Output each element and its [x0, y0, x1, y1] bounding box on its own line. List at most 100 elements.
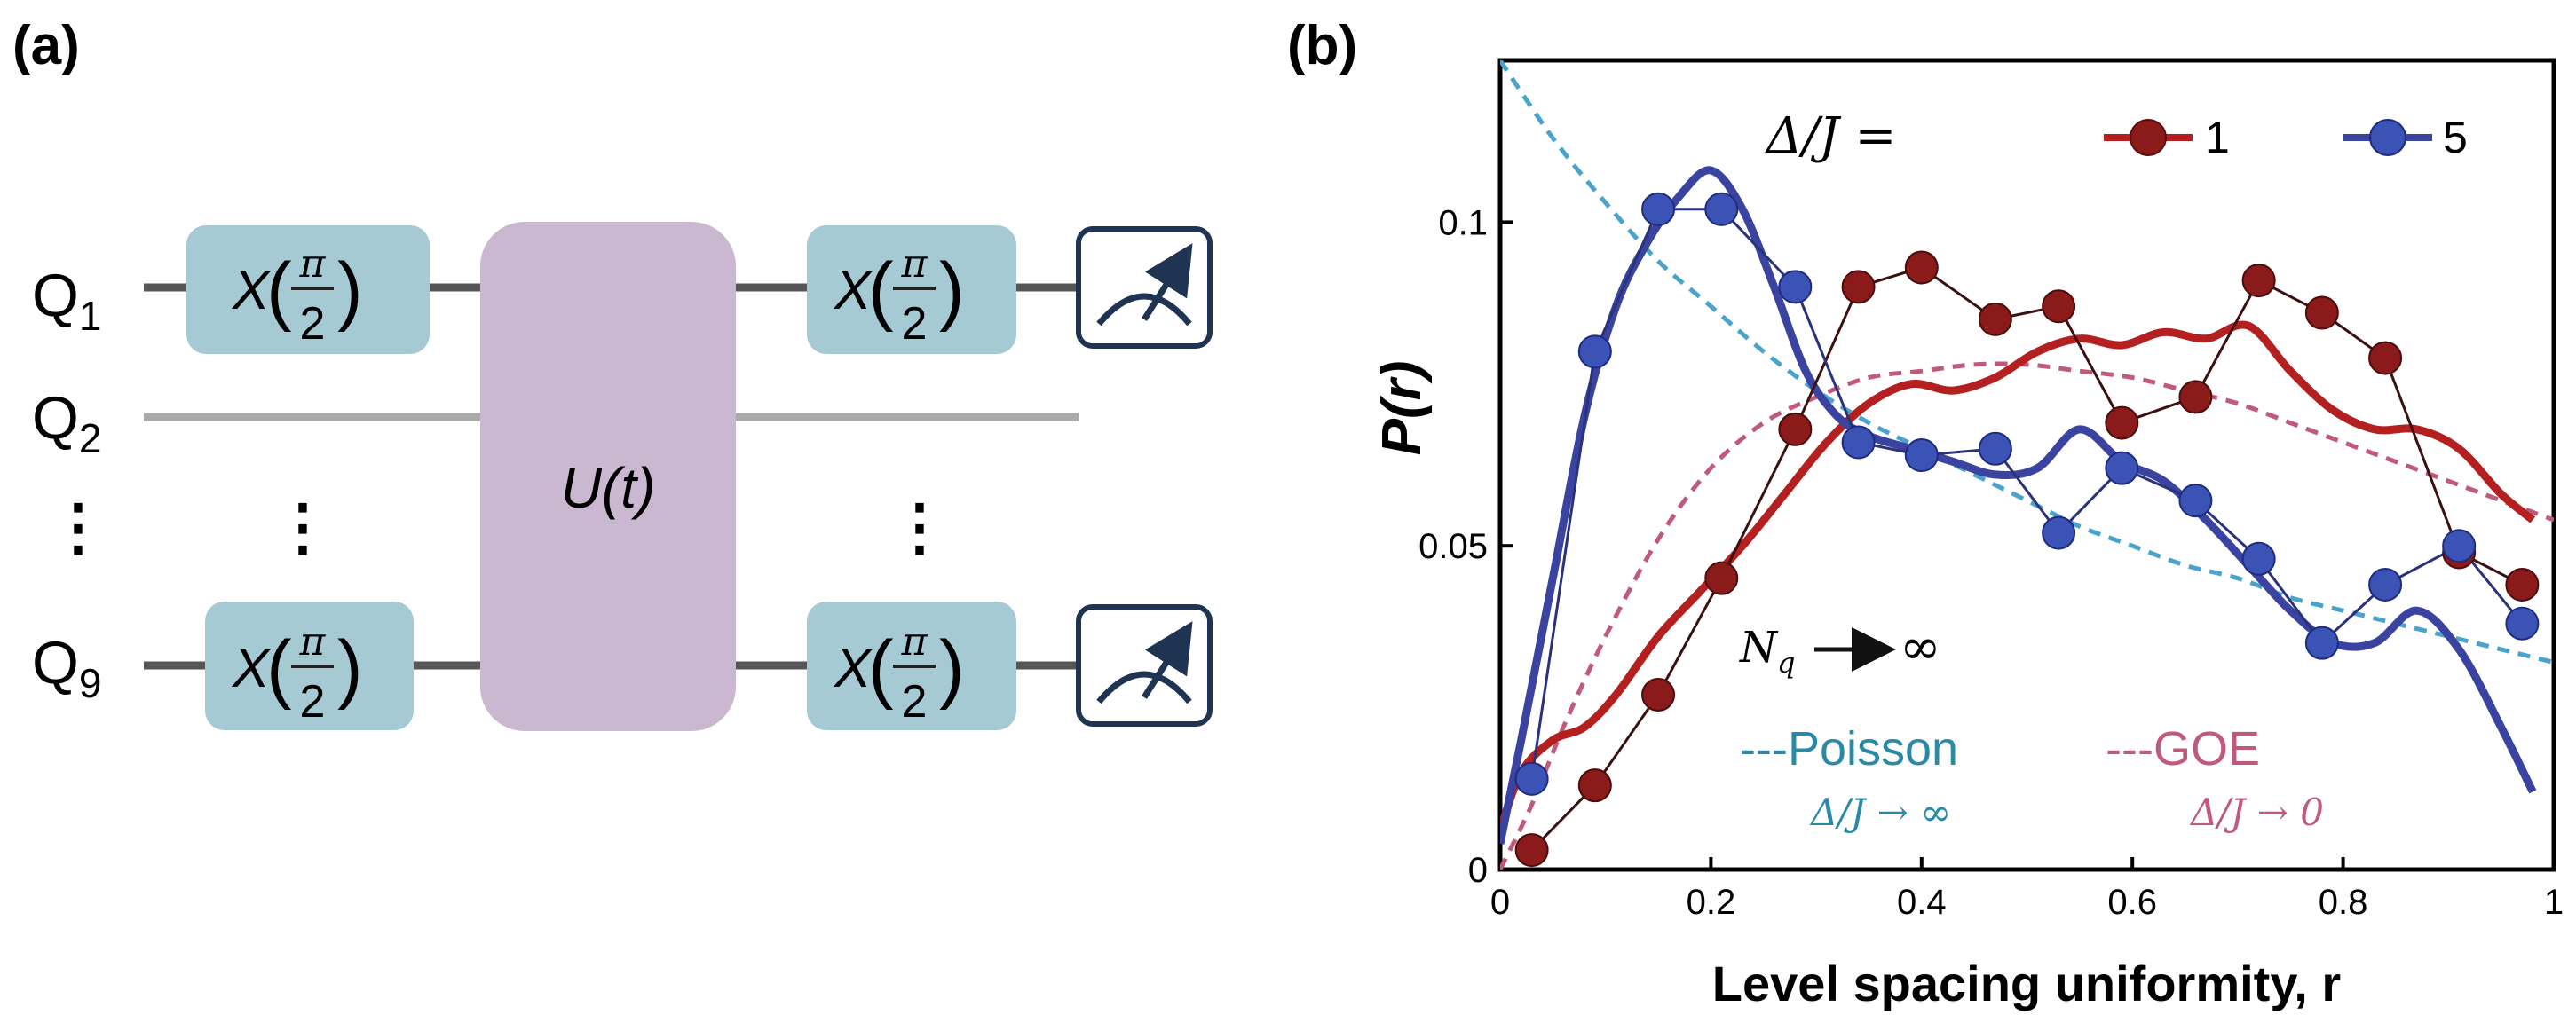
svg-text:): ) — [337, 248, 363, 333]
x-tick-label: 0.6 — [2107, 883, 2157, 922]
dots-left-gates: ⋮ — [272, 490, 334, 563]
marker-red — [2105, 405, 2139, 440]
panel-a-label: (a) — [12, 15, 80, 76]
marker-blue — [2368, 567, 2403, 602]
marker-red — [1841, 270, 1876, 304]
svg-text:π: π — [901, 241, 928, 287]
marker-red — [2505, 567, 2540, 602]
legend-marker-5 — [2369, 119, 2406, 156]
marker-red — [2304, 295, 2339, 330]
marker-red — [1904, 250, 1939, 285]
marker-red — [1577, 768, 1612, 803]
svg-text:Q9: Q9 — [32, 629, 102, 706]
marker-blue — [1641, 192, 1676, 226]
unitary-label: U(t) — [561, 456, 656, 520]
gate-x-q9-right: X ( π 2 ) — [807, 602, 1016, 730]
svg-text:X: X — [231, 260, 272, 321]
marker-blue — [2304, 626, 2339, 660]
legend: Δ/J = 1 5 — [1765, 107, 2468, 165]
legend-marker-1 — [2130, 119, 2167, 156]
svg-text:π: π — [901, 619, 928, 665]
svg-text:X: X — [833, 260, 873, 321]
x-tick-label: 0.4 — [1897, 883, 1947, 922]
gate-x-q1-left: X ( π 2 ) — [186, 225, 430, 354]
x-tick-label: 0.2 — [1687, 883, 1736, 922]
marker-red — [2042, 289, 2076, 324]
marker-red — [1778, 412, 1813, 446]
svg-text:Q1: Q1 — [32, 262, 102, 339]
annotation-nq-infinity: ∞ — [1900, 618, 1941, 676]
x-tick-label: 1 — [2544, 883, 2564, 922]
svg-text:X: X — [833, 638, 873, 699]
marker-blue — [2241, 541, 2276, 576]
dots-right-gates: ⋮ — [889, 490, 951, 563]
panel-b-label: (b) — [1287, 15, 1357, 76]
svg-text:2: 2 — [300, 298, 326, 350]
marker-red — [2178, 380, 2213, 414]
marker-blue — [1978, 431, 2012, 466]
dots-qubits: ⋮ — [47, 490, 109, 563]
marker-blue — [2442, 529, 2477, 563]
svg-text:): ) — [337, 626, 363, 711]
gate-x-q1-right: X ( π 2 ) — [807, 225, 1016, 354]
svg-text:): ) — [939, 248, 965, 333]
marker-red — [1704, 561, 1739, 595]
marker-blue — [1841, 425, 1876, 460]
series-blue-connector — [1530, 208, 2524, 780]
marker-blue — [2178, 484, 2213, 518]
x-tick-label: 0 — [1490, 883, 1510, 922]
marker-red — [1514, 833, 1549, 868]
y-tick-label: 0.05 — [1418, 527, 1488, 566]
marker-red — [2241, 264, 2276, 298]
marker-blue — [2042, 515, 2076, 550]
qubit-label-q1: Q1 — [32, 262, 102, 339]
svg-text:π: π — [299, 241, 327, 287]
annotation-nq: Nq — [1739, 623, 1896, 680]
svg-text:(: ( — [868, 626, 894, 711]
x-tick-label: 0.8 — [2319, 883, 2368, 922]
panel-b: (b) 0 0.2 0.4 0.6 0.8 1 0 0.05 0.1 P(r) Level s… — [1287, 15, 2564, 1011]
meter-icon — [1076, 226, 1213, 349]
x-ticks: 0 0.2 0.4 0.6 0.8 1 — [1490, 857, 2564, 922]
svg-text:(: ( — [266, 248, 292, 333]
unitary-block: U(t) — [480, 222, 736, 731]
series-layer — [1500, 60, 2554, 870]
svg-text:2: 2 — [300, 676, 326, 728]
marker-blue — [1704, 192, 1739, 226]
y-axis-label: P(r) — [1371, 361, 1433, 456]
legend-label-5: 5 — [2443, 113, 2468, 162]
series-poisson — [1500, 60, 2554, 665]
marker-red — [1641, 678, 1676, 712]
y-ticks: 0 0.05 0.1 — [1418, 203, 1513, 890]
qubit-label-q2: Q2 — [32, 384, 102, 461]
series-red-line — [1500, 320, 2536, 832]
meter-icon — [1076, 604, 1213, 727]
y-tick-label: 0.1 — [1438, 203, 1488, 242]
poisson-label: ---Poisson — [1740, 722, 1958, 775]
x-axis-label: Level spacing uniformity, r — [1712, 956, 2341, 1011]
y-tick-label: 0 — [1468, 851, 1488, 890]
svg-text:2: 2 — [902, 298, 928, 350]
marker-blue — [2105, 451, 2139, 485]
goe-label: ---GOE — [2106, 722, 2260, 775]
svg-text:(: ( — [868, 248, 894, 333]
marker-blue — [1577, 334, 1612, 369]
series-goe — [1500, 361, 2554, 870]
svg-text:Q2: Q2 — [32, 384, 102, 461]
series-blue-line — [1500, 166, 2537, 845]
svg-text:Nq: Nq — [1739, 623, 1795, 680]
legend-title: Δ/J = — [1765, 107, 1896, 165]
svg-text:2: 2 — [902, 676, 928, 728]
marker-blue — [1778, 270, 1813, 304]
goe-limit: Δ/J → 0 — [2189, 791, 2324, 834]
series-red-connector — [1530, 265, 2524, 852]
marker-blue — [2505, 606, 2540, 641]
svg-text:(: ( — [266, 626, 292, 711]
svg-text:π: π — [299, 619, 327, 665]
marker-red — [1978, 302, 2012, 336]
svg-text:): ) — [939, 626, 965, 711]
svg-text:X: X — [231, 638, 272, 699]
plot-frame — [1497, 58, 2556, 872]
marker-blue — [1904, 438, 1939, 473]
